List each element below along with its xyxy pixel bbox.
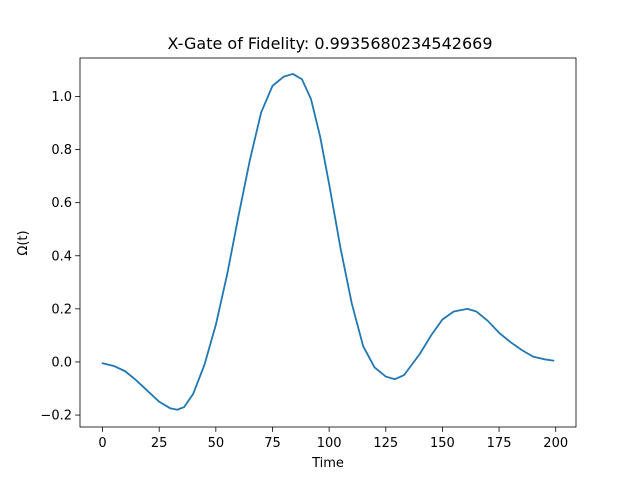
y-tick-label: 0.8	[51, 143, 72, 158]
x-tick-label: 25	[151, 436, 168, 451]
x-axis: 0 25 50 75 100 125 150 175 200	[98, 427, 568, 451]
y-axis-label: Ω(t)	[16, 230, 31, 255]
y-tick-label: 0.4	[51, 249, 72, 264]
x-tick-label: 50	[208, 436, 225, 451]
plot-area	[101, 73, 555, 411]
x-axis-label: Time	[311, 456, 344, 471]
y-tick-label: 0.6	[51, 196, 72, 211]
y-tick-label: 0.2	[51, 302, 72, 317]
y-tick-label: −0.2	[40, 409, 72, 424]
x-tick-label: 75	[264, 436, 281, 451]
y-tick-label: 1.0	[51, 90, 72, 105]
x-tick-label: 125	[373, 436, 398, 451]
x-tick-label: 175	[487, 436, 512, 451]
x-tick-label: 0	[98, 436, 106, 451]
x-tick-label: 150	[430, 436, 455, 451]
series-line	[101, 73, 555, 411]
chart-title: X-Gate of Fidelity: 0.9935680234542669	[167, 34, 492, 53]
plot-frame	[79, 57, 577, 428]
x-tick-label: 100	[317, 436, 342, 451]
y-axis: −0.2 0.0 0.2 0.4 0.6 0.8 1.0	[40, 90, 80, 424]
x-tick-label: 200	[543, 436, 568, 451]
y-tick-label: 0.0	[51, 355, 72, 370]
